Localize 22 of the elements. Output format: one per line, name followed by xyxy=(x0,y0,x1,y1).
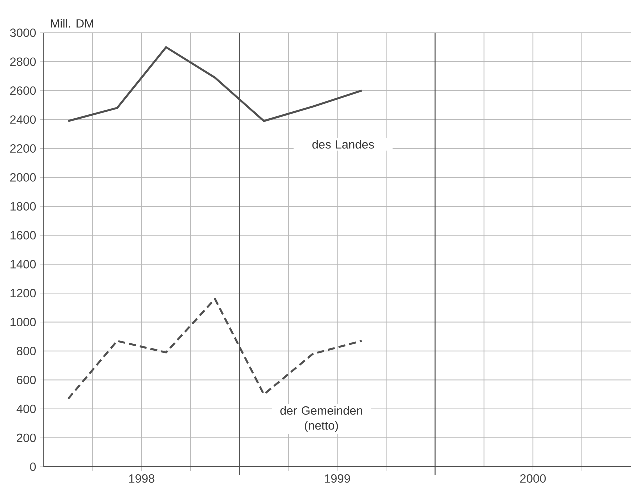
y-tick-label: 2400 xyxy=(10,116,36,124)
y-tick-label: 800 xyxy=(17,347,36,356)
annotation: des Landes xyxy=(312,140,374,149)
y-tick-label: 200 xyxy=(17,434,36,442)
y-tick-label: 2000 xyxy=(10,173,36,182)
y-tick-label: 400 xyxy=(16,404,36,414)
y-axis-title: Mill. DM xyxy=(51,19,94,28)
y-tick-label: 1800 xyxy=(10,202,36,211)
y-tick-label: 0 xyxy=(30,462,36,472)
x-tick-label: 1998 xyxy=(129,474,155,483)
y-tick-label: 2200 xyxy=(10,144,36,153)
y-tick-label: 2600 xyxy=(10,86,36,96)
x-tick-label: 2000 xyxy=(520,474,546,483)
y-tick-label: 3000 xyxy=(10,28,36,38)
y-tick-label: 1200 xyxy=(10,289,36,298)
y-tick-label: 1000 xyxy=(10,318,36,327)
y-tick-label: 600 xyxy=(17,376,36,384)
x-tick-label: 1999 xyxy=(325,474,350,483)
y-tick-label: 1400 xyxy=(10,260,36,269)
y-tick-label: 1600 xyxy=(10,231,36,240)
y-tick-label: 2800 xyxy=(10,58,36,66)
annotation: der Gemeinden (netto) xyxy=(280,406,362,432)
